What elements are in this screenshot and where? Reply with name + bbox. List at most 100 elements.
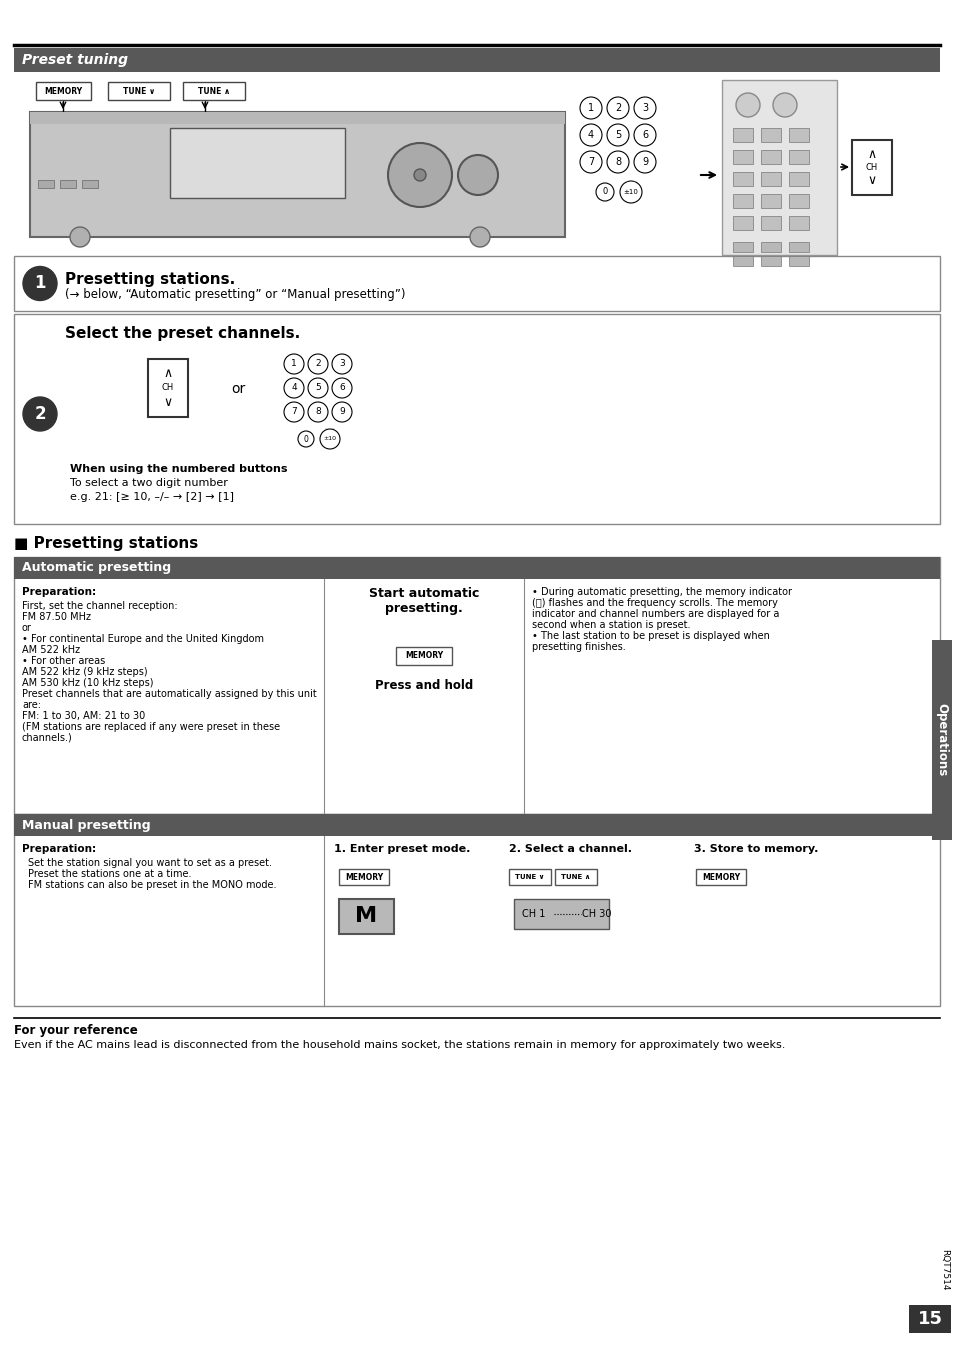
Text: - - -: - - -: [325, 426, 335, 431]
Bar: [732, 173, 752, 186]
Text: 1: 1: [34, 275, 46, 293]
Text: Preset tuning: Preset tuning: [22, 53, 128, 67]
Circle shape: [735, 93, 760, 117]
Circle shape: [596, 183, 614, 201]
Bar: [760, 216, 781, 231]
Bar: [183, 82, 245, 100]
Text: Press and hold: Press and hold: [375, 679, 473, 692]
Circle shape: [772, 93, 796, 117]
Circle shape: [332, 402, 352, 422]
Text: channels.): channels.): [22, 733, 72, 743]
Text: MEMORY: MEMORY: [44, 86, 82, 96]
Circle shape: [23, 267, 57, 301]
Circle shape: [308, 402, 328, 422]
Text: 1. Enter preset mode.: 1. Enter preset mode.: [334, 844, 470, 855]
Circle shape: [308, 355, 328, 373]
Text: CH 30: CH 30: [581, 909, 611, 919]
Text: ±10: ±10: [623, 189, 638, 195]
Circle shape: [634, 97, 656, 119]
Bar: [732, 256, 752, 266]
Circle shape: [606, 124, 628, 146]
Bar: [788, 194, 808, 208]
Circle shape: [308, 377, 328, 398]
Bar: [760, 194, 781, 208]
Text: ∧: ∧: [866, 148, 876, 160]
Text: 0: 0: [601, 187, 607, 197]
Circle shape: [457, 155, 497, 195]
Bar: [788, 243, 808, 252]
Text: TUNE ∧: TUNE ∧: [560, 874, 590, 880]
Text: Even if the AC mains lead is disconnected from the household mains socket, the s: Even if the AC mains lead is disconnecte…: [14, 1041, 784, 1050]
Text: TUNE ∨: TUNE ∨: [123, 86, 155, 96]
Text: 0: 0: [303, 434, 308, 443]
Text: presetting finishes.: presetting finishes.: [532, 642, 625, 652]
Text: RQT7514: RQT7514: [940, 1250, 948, 1291]
Circle shape: [579, 124, 601, 146]
Text: FM: 1 to 30, AM: 21 to 30: FM: 1 to 30, AM: 21 to 30: [22, 710, 145, 721]
Circle shape: [319, 429, 339, 449]
Bar: [721, 80, 836, 255]
Bar: [14, 557, 939, 814]
Text: 3. Store to memory.: 3. Store to memory.: [693, 844, 818, 855]
Bar: [760, 243, 781, 252]
Bar: [14, 814, 939, 836]
Text: 8: 8: [314, 407, 320, 417]
Text: Select the preset channels.: Select the preset channels.: [65, 326, 300, 341]
Circle shape: [470, 226, 490, 247]
Circle shape: [606, 151, 628, 173]
Text: Presetting stations.: Presetting stations.: [65, 272, 235, 287]
Text: Preparation:: Preparation:: [22, 586, 96, 597]
Circle shape: [297, 431, 314, 448]
Circle shape: [388, 143, 452, 208]
Bar: [14, 814, 939, 1006]
Text: Operations: Operations: [935, 704, 947, 776]
Text: 2: 2: [615, 102, 620, 113]
Bar: [732, 243, 752, 252]
Bar: [555, 869, 597, 886]
Bar: [14, 49, 939, 71]
Text: AM 530 kHz (10 kHz steps): AM 530 kHz (10 kHz steps): [22, 678, 153, 687]
Text: (→ below, “Automatic presetting” or “Manual presetting”): (→ below, “Automatic presetting” or “Man…: [65, 288, 405, 301]
Text: • For other areas: • For other areas: [22, 656, 105, 666]
Bar: [82, 181, 98, 187]
Text: AM 522 kHz: AM 522 kHz: [22, 644, 80, 655]
Text: 2: 2: [34, 404, 46, 423]
Bar: [732, 194, 752, 208]
Circle shape: [606, 97, 628, 119]
Text: 15: 15: [917, 1310, 942, 1328]
Bar: [851, 140, 891, 195]
Text: MEMORY: MEMORY: [701, 872, 740, 882]
Bar: [14, 314, 939, 524]
Bar: [732, 216, 752, 231]
Text: • The last station to be preset is displayed when: • The last station to be preset is displ…: [532, 631, 769, 642]
Bar: [788, 128, 808, 142]
Text: 3: 3: [641, 102, 647, 113]
Text: MEMORY: MEMORY: [404, 651, 442, 661]
Text: - - -: - - -: [625, 179, 635, 183]
Bar: [788, 256, 808, 266]
Text: Set the station signal you want to set as a preset.: Set the station signal you want to set a…: [28, 857, 272, 868]
Text: M: M: [355, 906, 376, 926]
Text: or: or: [231, 381, 245, 396]
Bar: [148, 359, 188, 417]
Bar: [395, 647, 452, 665]
Text: Automatic presetting: Automatic presetting: [22, 562, 171, 574]
Bar: [14, 557, 939, 580]
Bar: [760, 256, 781, 266]
Text: To select a two digit number: To select a two digit number: [70, 479, 228, 488]
Bar: [170, 128, 345, 198]
Bar: [760, 150, 781, 164]
Text: 6: 6: [641, 129, 647, 140]
Text: e.g. 21: [≥ 10, –/– → [2] → [1]: e.g. 21: [≥ 10, –/– → [2] → [1]: [70, 492, 233, 501]
Text: MEMORY: MEMORY: [345, 872, 383, 882]
Text: 8: 8: [615, 156, 620, 167]
Text: or: or: [22, 623, 31, 634]
Bar: [30, 112, 564, 237]
Text: When using the numbered buttons: When using the numbered buttons: [70, 464, 287, 474]
Text: are:: are:: [22, 700, 41, 710]
Text: ±10: ±10: [323, 437, 336, 442]
Text: (ⓜ) flashes and the frequency scrolls. The memory: (ⓜ) flashes and the frequency scrolls. T…: [532, 599, 777, 608]
Bar: [908, 1305, 950, 1333]
Text: For your reference: For your reference: [14, 1024, 137, 1037]
Text: 4: 4: [291, 383, 296, 392]
